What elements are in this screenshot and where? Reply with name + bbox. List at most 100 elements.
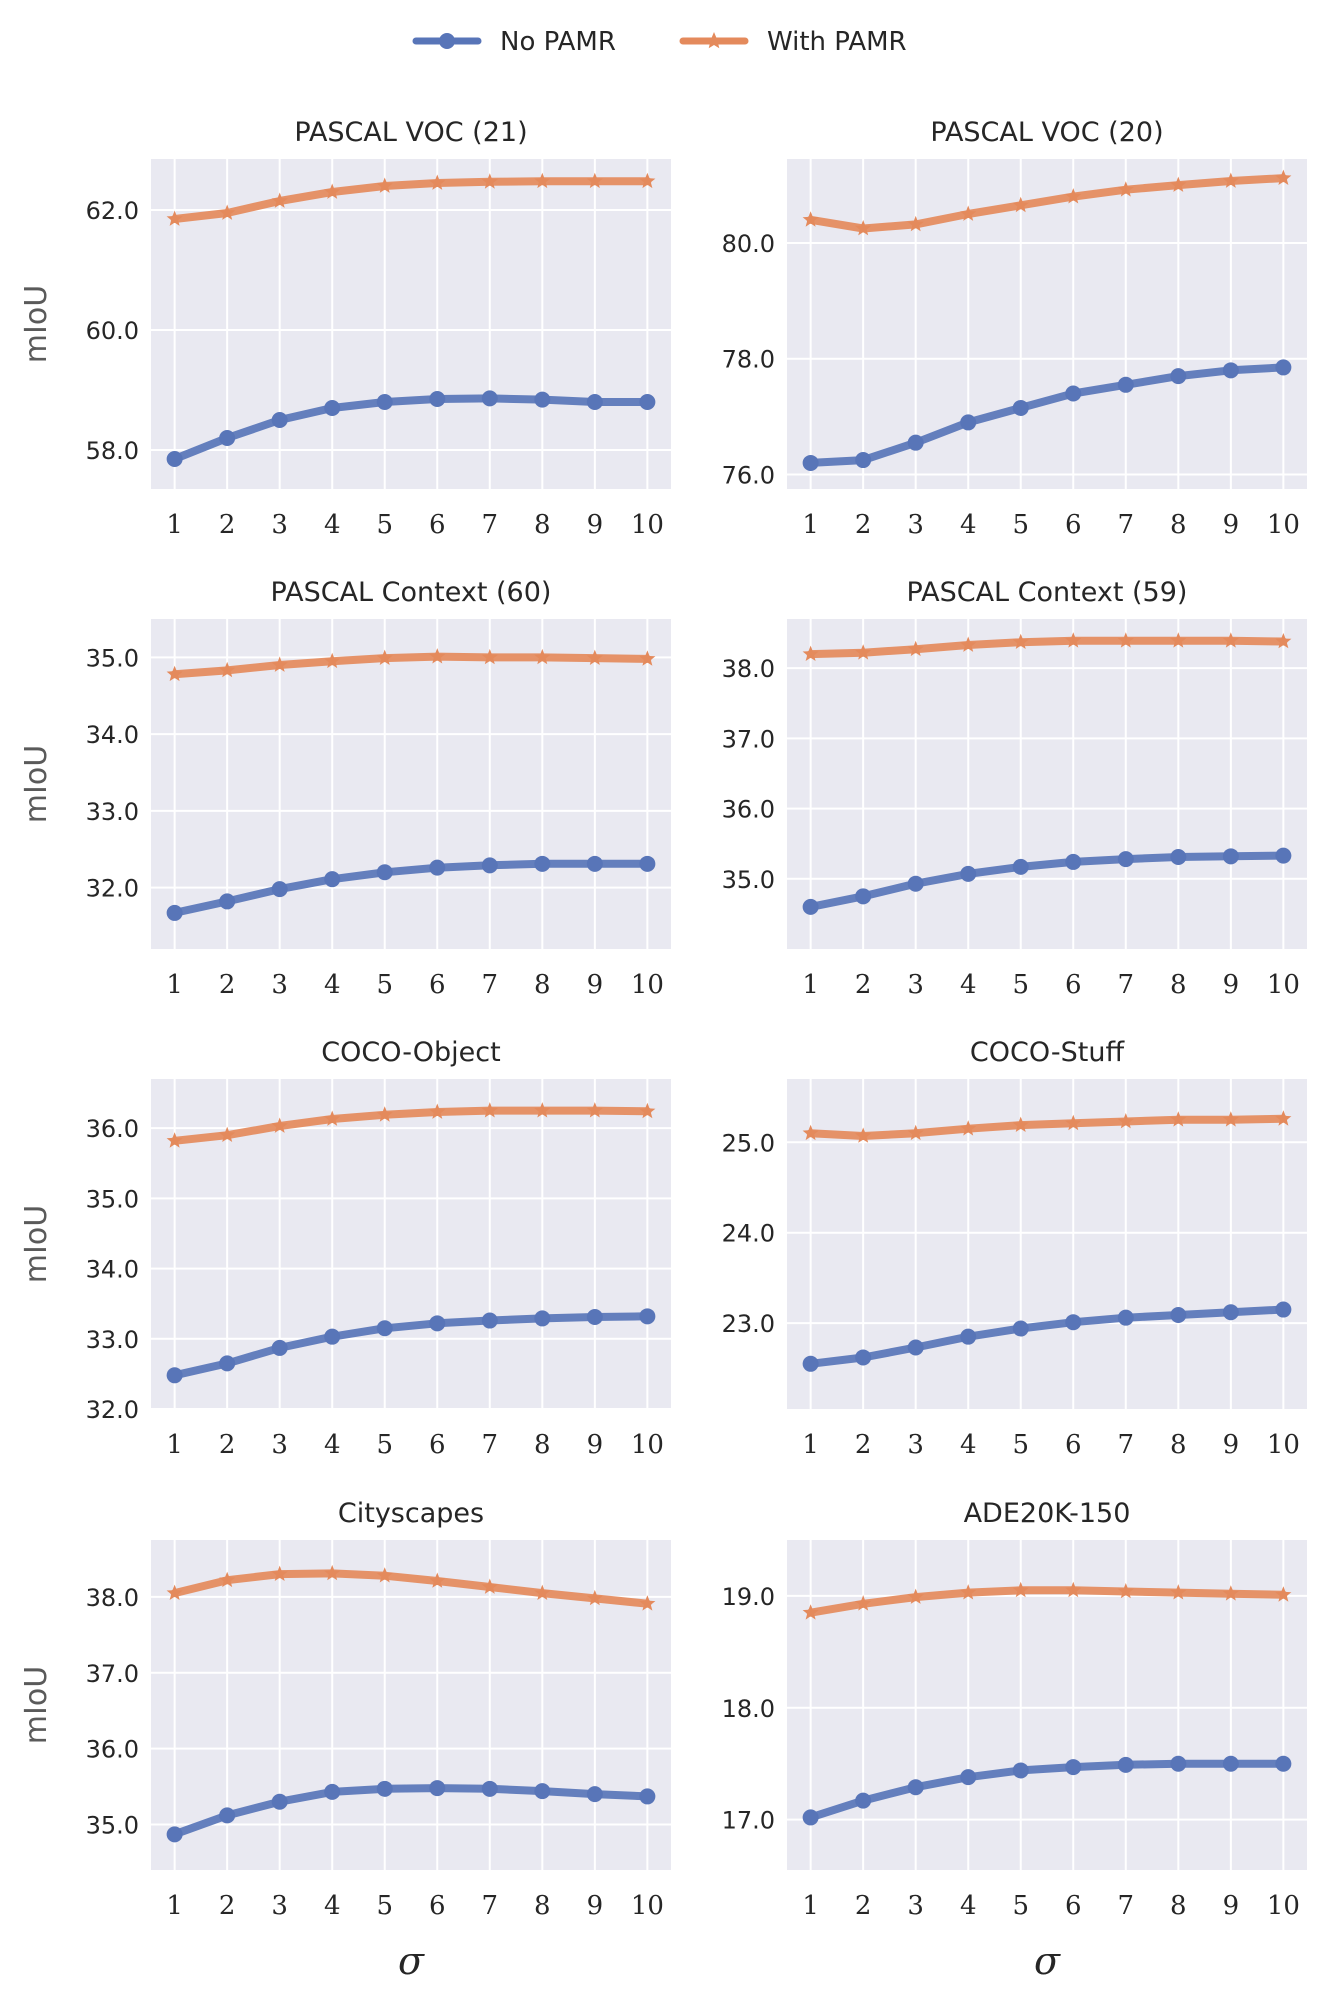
series-no-pamr: [802, 1755, 1292, 1826]
y-tick-label: 19.0: [722, 1583, 775, 1611]
data-point-with-pamr: [166, 210, 183, 226]
data-point-no-pamr: [166, 451, 183, 467]
data-point-no-pamr: [1065, 853, 1082, 870]
data-point-with-pamr: [376, 1567, 393, 1583]
chart-panel: 1 2 3 4 5 6 7 8 9 10 58.0 60.0 62.0 PASCAL VOC (21) mI…: [19, 117, 671, 540]
data-point-with-pamr: [907, 1588, 924, 1604]
data-point-with-pamr: [481, 648, 498, 665]
series-line-with-pamr: [806, 174, 1288, 233]
x-tick-label: 4: [960, 970, 977, 1000]
chart-panel: 1 2 3 4 5 6 7 8 9 10 35.0 36.0 37.0 38.0 Cityscapes mIo…: [19, 1498, 671, 1983]
y-axis-label: mIoU: [19, 745, 54, 823]
x-tick-label: 2: [219, 510, 236, 540]
x-tick-label: 5: [1012, 510, 1029, 540]
y-tick-label: 35.0: [86, 644, 139, 672]
legend-entry-with-pamr: With PAMR: [679, 27, 907, 57]
data-point-no-pamr: [1117, 1756, 1134, 1773]
data-point-with-pamr: [534, 172, 551, 189]
data-point-no-pamr: [907, 1339, 924, 1356]
data-point-no-pamr: [802, 1355, 819, 1372]
series-line-with-pamr: [806, 1586, 1288, 1617]
y-tick-label: 17.0: [722, 1807, 775, 1835]
y-tick-label: 62.0: [86, 197, 139, 225]
data-point-with-pamr: [429, 648, 446, 664]
data-point-with-pamr: [534, 1102, 551, 1118]
y-tick-label: 32.0: [86, 1396, 139, 1424]
data-point-no-pamr: [639, 855, 656, 872]
y-tick-label: 24.0: [722, 1220, 775, 1248]
series-no-pamr: [802, 1301, 1292, 1372]
data-point-no-pamr: [1170, 1755, 1187, 1772]
data-point-no-pamr: [907, 434, 924, 451]
x-tick-label: 1: [166, 1430, 183, 1460]
data-point-with-pamr: [166, 665, 183, 682]
data-point-no-pamr: [534, 1310, 551, 1327]
x-tick-label: 5: [376, 510, 393, 540]
legend-marker-with-pamr: [705, 32, 723, 49]
data-point-with-pamr: [534, 648, 551, 665]
y-tick-label: 60.0: [86, 317, 139, 345]
x-tick-label: 9: [587, 510, 604, 540]
data-point-with-pamr: [855, 1127, 872, 1143]
y-axis-label: mIoU: [19, 1205, 54, 1283]
x-tick-label: 7: [1118, 1891, 1135, 1921]
data-point-with-pamr: [1222, 172, 1239, 188]
data-point-no-pamr: [1012, 399, 1029, 416]
data-point-with-pamr: [324, 1110, 341, 1126]
data-point-no-pamr: [586, 1309, 603, 1326]
data-point-no-pamr: [166, 1367, 183, 1384]
x-tick-label: 6: [429, 510, 446, 540]
data-point-with-pamr: [271, 1117, 288, 1133]
data-point-with-pamr: [324, 1564, 341, 1581]
chart-panel: 1 2 3 4 5 6 7 8 9 10 17.0 18.0 19.0 ADE20K-150 σ: [722, 1498, 1307, 1983]
series-with-pamr: [166, 1564, 656, 1611]
legend: No PAMR With PAMR: [412, 27, 907, 57]
data-point-no-pamr: [1117, 1309, 1134, 1326]
x-tick-label: 8: [1170, 510, 1187, 540]
data-point-no-pamr: [1065, 1759, 1082, 1776]
y-tick-label: 78.0: [722, 346, 775, 374]
x-tick-label: 3: [907, 1891, 924, 1921]
data-point-with-pamr: [1012, 1116, 1029, 1132]
chart-title: PASCAL Context (60): [271, 577, 552, 608]
y-tick-label: 76.0: [722, 462, 775, 490]
data-point-no-pamr: [481, 390, 498, 407]
data-point-no-pamr: [429, 859, 446, 876]
y-tick-label: 36.0: [722, 796, 775, 824]
series-line-with-pamr: [170, 1106, 652, 1145]
x-tick-label: 8: [1170, 1891, 1187, 1921]
chart-title: PASCAL VOC (21): [294, 117, 527, 148]
x-tick-label: 4: [960, 1891, 977, 1921]
x-tick-label: 6: [1065, 1430, 1082, 1460]
data-point-no-pamr: [481, 1780, 498, 1797]
chart-panel: 1 2 3 4 5 6 7 8 9 10 32.0 33.0 34.0 35.0 PASCAL Contex…: [19, 577, 671, 1000]
y-tick-label: 36.0: [86, 1115, 139, 1143]
data-point-no-pamr: [219, 1807, 236, 1824]
x-tick-label: 3: [271, 970, 288, 1000]
data-point-with-pamr: [639, 650, 656, 666]
data-point-with-pamr: [219, 204, 236, 220]
data-point-with-pamr: [271, 1565, 288, 1581]
data-point-no-pamr: [429, 391, 446, 407]
data-point-with-pamr: [1065, 188, 1082, 204]
x-tick-label: 4: [324, 970, 341, 1000]
y-tick-label: 35.0: [86, 1811, 139, 1839]
data-point-with-pamr: [1117, 181, 1134, 197]
data-point-with-pamr: [429, 1103, 446, 1119]
x-tick-label: 7: [1118, 970, 1135, 1000]
data-point-no-pamr: [429, 1315, 446, 1332]
data-point-with-pamr: [1222, 632, 1239, 648]
series-with-pamr: [802, 1581, 1292, 1620]
data-point-with-pamr: [907, 215, 924, 232]
data-point-no-pamr: [907, 1779, 924, 1796]
data-point-with-pamr: [481, 1578, 498, 1594]
x-tick-label: 5: [1012, 1891, 1029, 1921]
series-line-no-pamr: [170, 1312, 652, 1380]
y-tick-label: 35.0: [86, 1185, 139, 1213]
data-point-no-pamr: [1170, 368, 1187, 385]
data-point-no-pamr: [1222, 1755, 1239, 1772]
x-tick-label: 7: [1118, 510, 1135, 540]
data-point-with-pamr: [586, 172, 603, 189]
x-tick-label: 10: [631, 1430, 664, 1460]
x-tick-label: 7: [1118, 1430, 1135, 1460]
